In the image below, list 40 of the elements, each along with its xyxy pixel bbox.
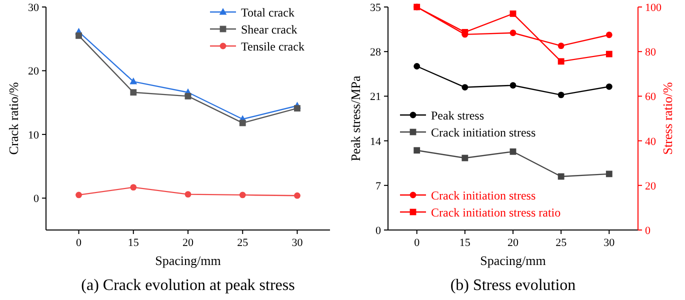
legend-label: Crack initiation stress ratio: [431, 206, 561, 220]
y-tick-label: 30: [28, 2, 40, 14]
y-axis-title: Peak stress/MPa: [348, 75, 363, 162]
x-tick-label: 15: [459, 237, 471, 249]
text: (b) Stress evolution: [450, 277, 576, 294]
legend-label: Crack initiation stress: [431, 126, 536, 140]
y2-axis-title: Stress ratio/%: [660, 82, 675, 155]
y-tick-label: 0: [34, 193, 40, 206]
x-tick-label: 20: [508, 237, 519, 249]
legend-label: Crack initiation stress: [431, 188, 536, 202]
y-tick-label: 20: [28, 66, 40, 78]
y-tick-label: 10: [28, 129, 40, 142]
y-tick-label: 28: [370, 46, 382, 59]
x-tick-label: 25: [237, 237, 249, 249]
y2-tick-label: 60: [645, 91, 656, 104]
x-axis-title: Spacing/mm: [480, 253, 546, 268]
y-axis-title: Crack ratio/%: [6, 82, 21, 155]
x-tick-label: 15: [128, 237, 140, 249]
y2-tick-label: 80: [645, 46, 656, 59]
x-tick-label: 30: [604, 237, 616, 249]
y-tick-label: 21: [370, 91, 381, 104]
y2-tick-label: 20: [645, 180, 656, 192]
x-tick-label: 0: [76, 237, 82, 249]
y2-tick-label: 0: [645, 225, 651, 237]
x-tick-label: 0: [414, 237, 420, 249]
x-axis-title: Spacing/mm: [155, 253, 221, 268]
y-tick-label: 7: [376, 180, 382, 192]
x-tick-label: 30: [292, 237, 304, 249]
y-tick-label: 14: [370, 136, 382, 148]
y-tick-label: 0: [376, 225, 382, 237]
legend-label: Shear crack: [241, 22, 298, 36]
y2-tick-label: 40: [645, 136, 656, 148]
x-tick-label: 25: [556, 237, 568, 249]
legend-label: Tensile crack: [241, 40, 304, 54]
legend-label: Total crack: [241, 6, 294, 20]
legend-label: Peak stress: [431, 108, 484, 122]
y2-tick-label: 100: [645, 2, 662, 14]
y-tick-label: 35: [370, 2, 382, 14]
text: (a) Crack evolution at peak stress: [81, 277, 295, 294]
x-tick-label: 20: [182, 237, 194, 249]
